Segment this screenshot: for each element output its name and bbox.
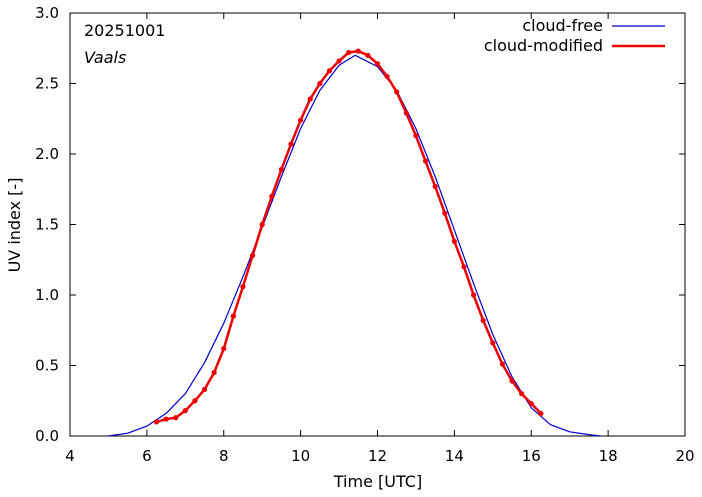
y-axis-title: UV index [-] xyxy=(5,178,24,273)
data-point-cloud-modified xyxy=(490,340,496,346)
data-point-cloud-modified xyxy=(317,80,323,87)
y-tick-label: 0.5 xyxy=(35,357,59,375)
x-tick-label: 8 xyxy=(219,447,229,465)
data-point-cloud-modified xyxy=(153,419,160,425)
data-point-cloud-modified xyxy=(201,386,208,393)
x-tick-label: 6 xyxy=(142,447,152,465)
legend-label-cloud-free: cloud-free xyxy=(522,16,603,35)
data-point-cloud-modified xyxy=(538,410,544,417)
data-point-cloud-modified xyxy=(269,193,275,199)
data-point-cloud-modified xyxy=(173,415,179,421)
data-point-cloud-modified xyxy=(509,378,515,384)
series-line-cloud-modified xyxy=(156,49,542,424)
x-tick-label: 16 xyxy=(522,447,541,465)
y-tick-label: 2.5 xyxy=(35,75,59,93)
data-point-cloud-modified xyxy=(374,61,381,67)
data-point-cloud-modified xyxy=(163,416,169,422)
data-point-cloud-modified xyxy=(221,345,227,352)
data-point-cloud-modified xyxy=(288,141,294,147)
date-annotation: 20251001 xyxy=(84,21,165,40)
data-point-cloud-modified xyxy=(422,158,429,164)
data-point-cloud-modified xyxy=(432,183,438,190)
x-tick-label: 10 xyxy=(291,447,310,465)
data-point-cloud-modified xyxy=(182,408,188,414)
data-point-cloud-modified xyxy=(365,52,371,58)
location-annotation: Vaals xyxy=(84,48,126,67)
data-point-cloud-modified xyxy=(230,313,236,319)
data-point-cloud-modified xyxy=(249,252,256,259)
legend: cloud-free cloud-modified xyxy=(484,16,665,55)
series-layer xyxy=(108,48,601,437)
data-point-cloud-modified xyxy=(192,398,198,404)
data-point-cloud-modified xyxy=(413,133,419,139)
data-point-cloud-modified xyxy=(384,73,390,80)
series-line-cloud-free xyxy=(108,54,601,437)
data-point-cloud-modified xyxy=(480,317,486,323)
data-point-cloud-modified xyxy=(278,166,285,173)
y-tick-label: 1.5 xyxy=(35,216,59,234)
x-tick-label: 4 xyxy=(65,447,75,465)
y-tick-label: 2.0 xyxy=(35,145,59,163)
data-point-cloud-modified xyxy=(240,283,246,290)
data-point-cloud-modified xyxy=(307,96,313,102)
data-point-cloud-modified xyxy=(442,210,448,216)
data-point-cloud-modified xyxy=(394,89,400,95)
data-point-cloud-modified xyxy=(451,238,457,245)
plot-frame xyxy=(69,12,686,437)
data-point-cloud-modified xyxy=(403,110,409,116)
x-tick-label: 14 xyxy=(445,447,464,465)
data-point-cloud-modified xyxy=(346,49,352,56)
data-point-cloud-modified xyxy=(461,264,467,270)
data-point-cloud-modified xyxy=(326,68,333,74)
data-point-cloud-modified xyxy=(499,361,506,367)
y-tick-label: 1.0 xyxy=(35,286,59,304)
axis-tick-labels: 4 6 8 10 12 14 16 18 20 0.0 0.5 1.0 1.5 2.0 2.5 3.0 xyxy=(35,4,694,465)
axis-ticks xyxy=(69,12,686,437)
data-point-cloud-modified xyxy=(298,117,304,123)
x-tick-label: 12 xyxy=(368,447,387,465)
data-point-cloud-modified xyxy=(211,369,217,376)
x-axis-title: Time [UTC] xyxy=(333,472,422,491)
data-point-cloud-modified xyxy=(259,221,265,228)
y-tick-label: 3.0 xyxy=(35,4,59,22)
x-tick-label: 18 xyxy=(599,447,618,465)
data-point-cloud-modified xyxy=(355,48,361,54)
data-point-cloud-modified xyxy=(336,58,342,64)
data-point-cloud-modified xyxy=(470,292,477,298)
y-tick-label: 0.0 xyxy=(35,427,59,445)
legend-label-cloud-modified: cloud-modified xyxy=(484,36,603,55)
data-point-cloud-modified xyxy=(519,391,525,397)
data-point-cloud-modified xyxy=(528,400,534,407)
x-tick-label: 20 xyxy=(675,447,694,465)
